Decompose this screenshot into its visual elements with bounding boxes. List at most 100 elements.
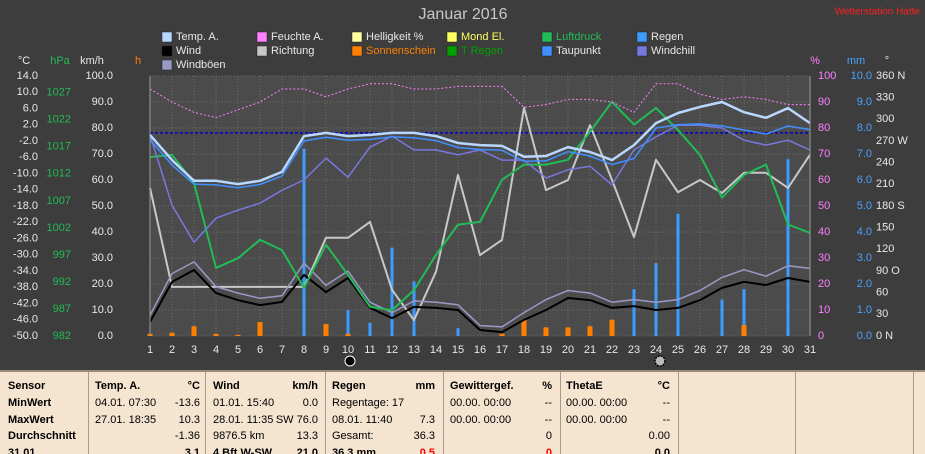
x-tick-label: 14: [430, 344, 442, 356]
bar: [214, 334, 219, 336]
table-cell: Wind: [213, 379, 240, 393]
table-cell: °C: [658, 379, 670, 393]
y-tick-label: 6.0: [23, 102, 38, 114]
y-tick-label: -46.0: [13, 314, 38, 326]
y-tick-label: 1017: [47, 141, 71, 153]
x-tick-label: 6: [257, 344, 263, 356]
y-tick-label: 1027: [47, 87, 71, 99]
y-tick-label: -14.0: [13, 184, 38, 196]
table-cell: Regentage: 17: [332, 396, 404, 410]
table-cell: Sensor: [8, 379, 45, 393]
x-tick-label: 25: [672, 344, 684, 356]
y-tick-label: 10.0: [92, 304, 113, 316]
table-cell: --: [663, 413, 670, 427]
y-tick-label: 1.0: [857, 304, 872, 316]
x-tick-label: 10: [342, 344, 354, 356]
column-divider: [560, 372, 561, 454]
table-cell: Temp. A.: [95, 379, 140, 393]
table-cell: 04.01. 07:30: [95, 396, 156, 410]
y-tick-label: 9.0: [857, 96, 872, 108]
table-cell: 01.01. 15:40: [213, 396, 274, 410]
table-cell: Gewittergef.: [450, 379, 514, 393]
column-divider: [443, 372, 444, 454]
x-tick-label: 21: [584, 344, 596, 356]
y-tick-label: 997: [53, 249, 71, 261]
bar: [346, 334, 351, 336]
legend-label: Regen: [651, 31, 683, 43]
legend-label: Wind: [176, 45, 201, 57]
bar: [566, 327, 571, 336]
y-tick-label: -22.0: [13, 216, 38, 228]
y-tick-label: 100.0: [85, 70, 113, 82]
table-cell: km/h: [292, 379, 318, 393]
y-tick-label: 1002: [47, 222, 71, 234]
bar: [303, 149, 306, 336]
axis-title: °C: [18, 55, 30, 67]
legend-label: Luftdruck: [556, 31, 602, 43]
table-cell: 36.3: [414, 429, 435, 443]
new-moon-icon: [345, 356, 355, 366]
table-cell: Durchschnitt: [8, 429, 76, 443]
y-tick-label: -26.0: [13, 232, 38, 244]
y-tick-label: 1022: [47, 114, 71, 126]
x-tick-label: 30: [782, 344, 794, 356]
legend-swatch: [352, 46, 362, 56]
legend-swatch: [162, 32, 172, 42]
bar: [369, 323, 372, 336]
x-tick-label: 20: [562, 344, 574, 356]
column-divider: [325, 372, 326, 454]
y-tick-label: 20: [818, 278, 830, 290]
station-caption: Wetterstation Hatte: [835, 7, 921, 18]
bar: [610, 320, 615, 336]
x-tick-label: 11: [364, 344, 375, 356]
bar: [522, 320, 527, 336]
table-cell: 0: [546, 429, 552, 443]
table-cell: mm: [415, 379, 435, 393]
y-tick-label: 0.0: [857, 330, 872, 342]
y-tick-label: 30.0: [92, 252, 113, 264]
x-tick-label: 12: [386, 344, 398, 356]
x-tick-label: 22: [606, 344, 618, 356]
y-tick-label: 10: [818, 304, 830, 316]
table-cell: °C: [188, 379, 200, 393]
legend-swatch: [447, 32, 457, 42]
legend-label: Taupunkt: [556, 45, 601, 57]
y-tick-label: -50.0: [13, 330, 38, 342]
table-cell: --: [545, 396, 552, 410]
y-tick-label: 300: [876, 113, 894, 125]
axis-title: mm: [847, 55, 865, 67]
table-cell: 13.3: [297, 429, 318, 443]
y-tick-label: 30: [818, 252, 830, 264]
table-cell: 10.3: [179, 413, 200, 427]
y-tick-label: 4.0: [857, 226, 872, 238]
legend-label: Richtung: [271, 45, 314, 57]
y-tick-label: 992: [53, 276, 71, 288]
table-cell: MinWert: [8, 396, 51, 410]
y-tick-label: 60: [876, 287, 888, 299]
y-tick-label: -38.0: [13, 281, 38, 293]
table-cell: --: [663, 396, 670, 410]
y-tick-label: 10.0: [851, 70, 872, 82]
bar: [677, 214, 680, 336]
legend-label: Temp. A.: [176, 31, 219, 43]
bar: [742, 325, 747, 336]
table-cell: 3.1: [185, 446, 200, 454]
bar: [721, 300, 724, 336]
x-tick-label: 17: [496, 344, 508, 356]
x-tick-label: 23: [628, 344, 640, 356]
bar: [236, 335, 241, 336]
x-tick-label: 27: [716, 344, 728, 356]
x-tick-label: 4: [213, 344, 219, 356]
table-cell: 36.3 mm: [332, 446, 376, 454]
x-tick-label: 13: [408, 344, 420, 356]
y-tick-label: 1012: [47, 168, 71, 180]
bar: [633, 289, 636, 336]
table-cell: 31.01.: [8, 446, 39, 454]
table-cell: MaxWert: [8, 413, 54, 427]
y-tick-label: 30: [876, 308, 888, 320]
x-tick-label: 9: [323, 344, 329, 356]
table-cell: 4 Bft W-SW: [213, 446, 272, 454]
legend-swatch: [257, 46, 267, 56]
y-tick-label: 3.0: [857, 252, 872, 264]
